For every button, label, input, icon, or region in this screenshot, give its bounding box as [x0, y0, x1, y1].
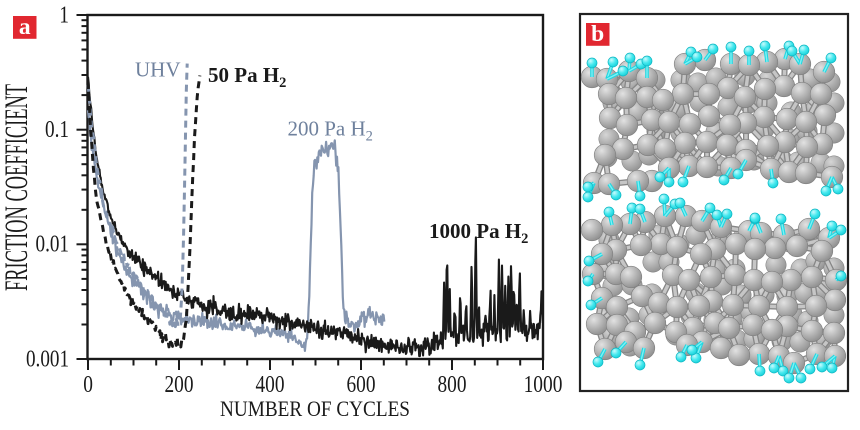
svg-text:0.1: 0.1: [45, 117, 69, 143]
svg-text:a: a: [19, 14, 31, 40]
svg-text:50 Pa H2: 50 Pa H2: [208, 63, 286, 91]
svg-text:400: 400: [256, 372, 285, 398]
svg-text:FRICTION COEFFICIENT: FRICTION COEFFICIENT: [0, 84, 35, 291]
svg-text:0.01: 0.01: [36, 232, 70, 258]
svg-text:1000 Pa H2: 1000 Pa H2: [429, 219, 528, 247]
svg-text:200: 200: [165, 372, 194, 398]
svg-text:NUMBER OF CYCLES: NUMBER OF CYCLES: [220, 396, 410, 421]
svg-text:b: b: [591, 21, 604, 47]
svg-text:0: 0: [83, 372, 93, 398]
svg-text:200 Pa H2: 200 Pa H2: [288, 117, 373, 145]
svg-text:1: 1: [59, 3, 69, 29]
svg-text:UHV: UHV: [135, 58, 181, 82]
svg-text:800: 800: [438, 372, 467, 398]
svg-text:0.001: 0.001: [26, 347, 69, 373]
svg-text:1000: 1000: [524, 372, 563, 398]
svg-text:600: 600: [347, 372, 376, 398]
